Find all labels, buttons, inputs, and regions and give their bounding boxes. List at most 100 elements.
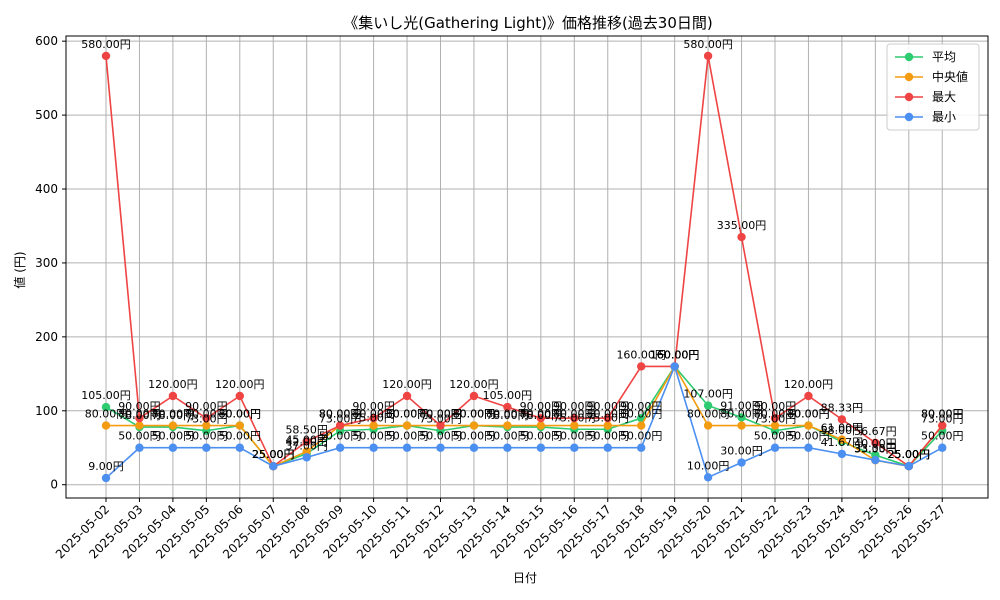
data-label: 90.00円 xyxy=(352,400,395,413)
data-point xyxy=(235,391,244,401)
series-line xyxy=(105,364,943,479)
data-point xyxy=(369,421,378,430)
data-point xyxy=(302,453,311,462)
y-tick-label: 500 xyxy=(35,108,58,122)
data-label: 37.00円 xyxy=(285,439,328,452)
data-label: 90.00円 xyxy=(754,400,797,413)
data-point xyxy=(369,443,378,452)
data-point xyxy=(503,402,512,412)
data-label: 61.00円 xyxy=(821,422,864,435)
data-label: 90.00円 xyxy=(587,400,630,413)
x-axis-label: 日付 xyxy=(513,571,537,585)
data-point xyxy=(871,438,880,448)
data-point xyxy=(703,473,713,482)
data-label: 25.00円 xyxy=(252,448,295,461)
plot-frame xyxy=(65,35,989,499)
data-label: 50.00円 xyxy=(486,430,529,443)
data-label: 80.00円 xyxy=(620,408,663,421)
data-label: 88.33円 xyxy=(821,401,864,414)
data-label: 50.00円 xyxy=(787,430,830,443)
chart-title: 《集いし光(Gathering Light)》価格推移(過去30日間) xyxy=(343,14,713,32)
data-label: 80.00円 xyxy=(754,408,797,421)
data-point xyxy=(804,421,813,430)
data-point xyxy=(603,443,612,452)
data-label: 80.00円 xyxy=(553,408,596,421)
data-label: 580.00円 xyxy=(81,38,131,51)
data-label: 25.00円 xyxy=(252,448,295,461)
data-label: 80.00円 xyxy=(419,408,462,421)
data-point xyxy=(536,421,546,430)
data-point xyxy=(770,413,780,423)
y-tick-label: 300 xyxy=(35,256,58,270)
data-label: 80.00円 xyxy=(118,408,161,421)
data-label: 50.00円 xyxy=(587,430,630,443)
data-point xyxy=(168,443,178,452)
data-point xyxy=(168,421,178,430)
data-label: 80.00円 xyxy=(319,408,362,421)
legend-entry: 最小 xyxy=(932,110,956,124)
data-point xyxy=(402,421,412,430)
data-label: 80.00円 xyxy=(520,408,563,421)
data-label: 80.00円 xyxy=(219,408,262,421)
legend-entry: 最大 xyxy=(932,90,956,104)
data-label: 75.00円 xyxy=(352,411,395,424)
data-label: 80.00円 xyxy=(319,408,362,421)
data-label: 80.00円 xyxy=(85,408,128,421)
data-label: 50.00円 xyxy=(118,430,161,443)
data-label: 78.00円 xyxy=(520,409,563,422)
data-label: 105.00円 xyxy=(81,389,131,402)
data-label: 50.00円 xyxy=(219,430,262,443)
data-label: 80.00円 xyxy=(921,408,964,421)
data-label: 73.00円 xyxy=(921,413,964,426)
data-label: 80.00円 xyxy=(720,408,763,421)
data-point xyxy=(804,391,813,401)
legend-box xyxy=(886,43,980,131)
data-point xyxy=(703,51,713,61)
data-label: 80.00円 xyxy=(453,408,496,421)
data-point xyxy=(536,443,546,452)
data-point xyxy=(101,421,111,430)
series-line xyxy=(105,55,943,468)
data-point xyxy=(269,462,278,471)
data-label: 45.00円 xyxy=(285,433,328,446)
data-label: 80.00円 xyxy=(219,408,262,421)
data-point xyxy=(670,362,679,371)
data-label: 50.00円 xyxy=(553,430,596,443)
data-point xyxy=(837,435,847,444)
data-point xyxy=(871,455,880,465)
data-point xyxy=(469,443,479,452)
data-label: 50.00円 xyxy=(453,430,496,443)
data-point xyxy=(703,421,713,430)
data-point xyxy=(135,443,144,452)
data-label: 80.00円 xyxy=(587,408,630,421)
y-tick-label: 100 xyxy=(35,404,58,418)
data-label: 25.00円 xyxy=(252,448,295,461)
data-label: 120.00円 xyxy=(148,378,198,391)
data-label: 91.00円 xyxy=(720,399,763,412)
data-point xyxy=(436,443,445,452)
data-label: 80.00円 xyxy=(787,408,830,421)
data-point xyxy=(837,449,847,459)
data-label: 25.00円 xyxy=(888,448,931,461)
legend-entry: 中央値 xyxy=(932,69,968,84)
data-label: 50.00円 xyxy=(386,430,429,443)
data-label: 80.00円 xyxy=(486,408,529,421)
data-point xyxy=(837,415,847,424)
data-label: 120.00円 xyxy=(382,378,432,391)
data-label: 42.00円 xyxy=(285,436,328,449)
data-label: 33.33円 xyxy=(854,442,897,455)
legend-marker xyxy=(904,52,914,62)
data-point xyxy=(737,421,746,430)
series-line xyxy=(106,364,943,468)
data-point xyxy=(335,421,345,430)
data-point xyxy=(737,232,746,242)
data-label: 80.00円 xyxy=(386,408,429,421)
data-point xyxy=(570,413,579,423)
data-label: 58.00円 xyxy=(821,424,864,437)
data-label: 335.00円 xyxy=(717,219,767,232)
data-point xyxy=(101,473,111,483)
data-point xyxy=(135,413,144,423)
data-label: 160.00円 xyxy=(650,348,700,361)
